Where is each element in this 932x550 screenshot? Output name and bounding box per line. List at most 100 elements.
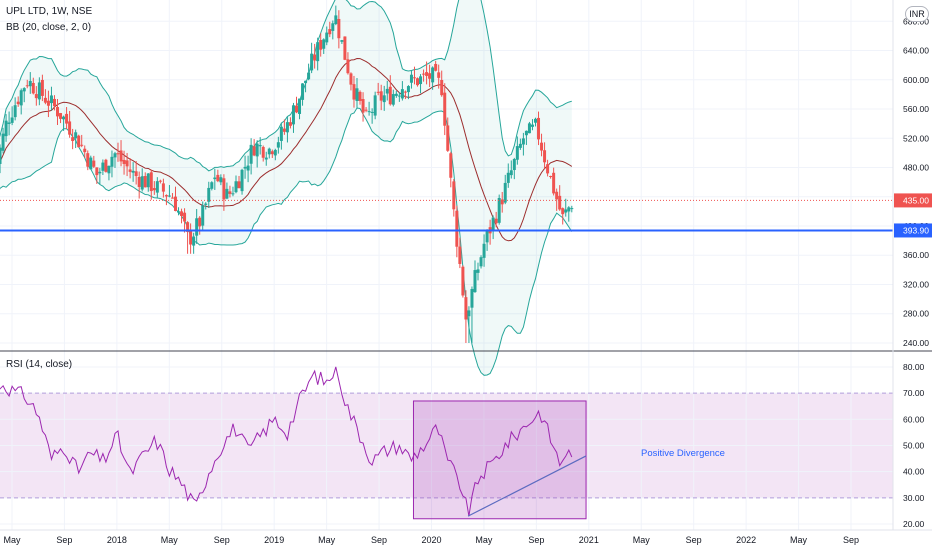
candle-body: [400, 89, 404, 99]
candle-body: [294, 105, 298, 113]
bb-indicator-title: BB (20, close, 2, 0): [6, 22, 92, 33]
price-axis-tick: 480.00: [903, 163, 929, 173]
candle-body: [110, 156, 114, 167]
candle-body: [385, 88, 389, 94]
candle-body: [549, 176, 553, 178]
candle-body: [74, 132, 78, 139]
candle-body: [358, 91, 362, 101]
candle-body: [361, 99, 365, 113]
candle-body: [403, 91, 407, 93]
candle-body: [240, 169, 244, 192]
candle-body: [140, 176, 144, 190]
candle-body: [270, 151, 274, 155]
candle-body: [416, 78, 420, 86]
candle-body: [440, 79, 444, 96]
currency-badge[interactable]: INR: [905, 6, 929, 22]
candle-body: [567, 207, 571, 212]
candle-body: [261, 146, 265, 158]
time-axis-tick: Sep: [528, 535, 544, 545]
candle-body: [143, 176, 147, 188]
rsi-axis-tick: 80.00: [903, 362, 925, 372]
candle-body: [134, 171, 138, 177]
candle-body: [470, 289, 474, 308]
candle-body: [373, 95, 377, 116]
candle-body: [113, 153, 117, 158]
candle-body: [43, 97, 47, 103]
candle-body: [564, 209, 568, 213]
candle-body: [419, 76, 423, 85]
support-price-text: 393.90: [903, 225, 929, 235]
candle-body: [307, 72, 311, 80]
rsi-axis-tick: 70.00: [903, 388, 925, 398]
candle-body: [346, 59, 350, 74]
candle-body: [370, 111, 374, 113]
candle-body: [195, 218, 199, 236]
candle-body: [237, 181, 241, 189]
time-axis-tick: May: [790, 535, 808, 545]
candle-body: [343, 36, 347, 60]
candle-body: [207, 187, 211, 202]
price-axis-tick: 600.00: [903, 75, 929, 85]
candle-body: [28, 80, 32, 87]
candle-body: [509, 170, 513, 176]
candle-body: [322, 39, 326, 49]
candle-body: [183, 212, 187, 222]
candle-body: [16, 101, 20, 105]
price-axis-tick: 640.00: [903, 46, 929, 56]
bb-upper-band: [0, 0, 572, 172]
candle-body: [376, 91, 380, 93]
candle-body: [446, 125, 450, 151]
candle-body: [443, 92, 447, 126]
candle-body: [31, 82, 35, 94]
candle-body: [177, 211, 181, 213]
candle-body: [497, 197, 501, 223]
candle-body: [449, 153, 453, 178]
support-price-tag: [894, 223, 932, 238]
rsi-line: [0, 366, 573, 517]
candle-body: [146, 173, 150, 188]
candle-body: [119, 150, 123, 162]
candle-body: [352, 84, 356, 100]
divergence-line: [467, 455, 587, 517]
candle-body: [355, 88, 359, 101]
candle-body: [485, 230, 489, 243]
candle-body: [107, 165, 111, 174]
price-axis-tick: 320.00: [903, 279, 929, 289]
candle-body: [149, 172, 153, 192]
candle-body: [379, 91, 383, 101]
candle-body: [255, 143, 259, 157]
candle-body: [570, 208, 574, 210]
candle-body: [231, 193, 235, 195]
candle-body: [452, 181, 456, 210]
candle-body: [83, 148, 87, 153]
candle-body: [249, 144, 253, 164]
candle-body: [80, 144, 84, 146]
time-axis-tick: Sep: [214, 535, 230, 545]
price-axis-tick: 280.00: [903, 309, 929, 319]
candle-body: [282, 128, 286, 132]
candle-body: [13, 105, 17, 118]
candle-body: [86, 153, 90, 167]
time-axis-tick: 2021: [579, 535, 599, 545]
candle-body: [161, 183, 165, 192]
time-axis-tick: May: [3, 535, 21, 545]
candle-body: [92, 160, 96, 167]
candle-body: [273, 149, 277, 156]
time-axis-tick: May: [633, 535, 651, 545]
candle-body: [46, 100, 50, 106]
candle-body: [167, 195, 171, 197]
price-axis-tick: 560.00: [903, 104, 929, 114]
candle-body: [62, 116, 66, 120]
candle-body: [298, 98, 302, 114]
time-axis-tick: May: [318, 535, 336, 545]
candle-body: [301, 83, 305, 100]
candle-body: [25, 85, 29, 87]
rsi-axis-tick: 60.00: [903, 414, 925, 424]
candle-body: [116, 153, 120, 155]
highlight-box: [412, 400, 587, 520]
candle-body: [170, 197, 174, 199]
candle-body: [524, 130, 528, 136]
rsi-axis-tick: 50.00: [903, 440, 925, 450]
candle-body: [201, 205, 205, 226]
